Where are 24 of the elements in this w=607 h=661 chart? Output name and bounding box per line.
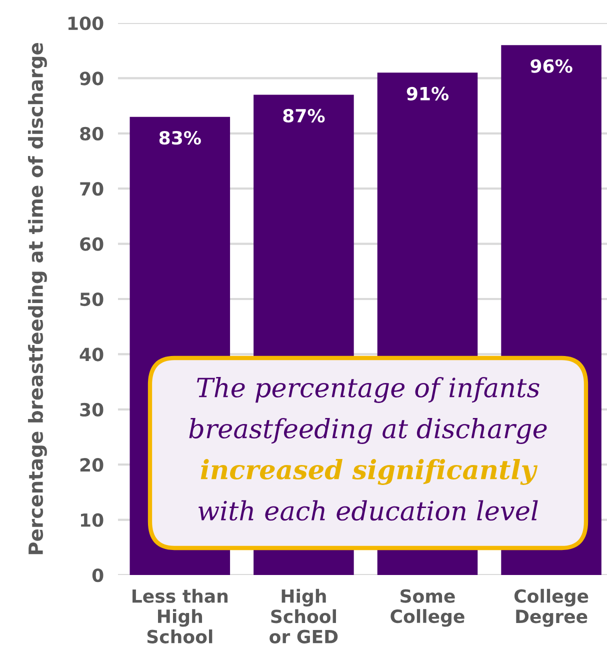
data-label: 91%	[406, 86, 449, 100]
data-label: 87%	[283, 108, 325, 123]
y-tick-label: 0	[92, 568, 104, 582]
annotation: increased significantly	[200, 459, 538, 485]
x-tick-label: Less than High School	[132, 588, 228, 644]
y-tick-label: 60	[80, 237, 104, 251]
y-tick-label: 80	[80, 126, 104, 141]
y-tick-label: 40	[80, 348, 104, 362]
y-tick-label: 70	[80, 182, 104, 196]
x-tick-label: College Degree	[514, 588, 588, 627]
y-tick-label: 20	[80, 458, 104, 472]
y-tick-label: 10	[81, 513, 104, 527]
y-axis-title: Percentage breastfeeding at time of discharge	[28, 43, 47, 554]
annotation: breastfeeding at discharge	[189, 418, 547, 444]
y-tick-label: 100	[68, 16, 104, 30]
y-tick-label: 50	[80, 292, 104, 306]
x-tick-label: Some College	[390, 589, 464, 627]
annotation: with each education level	[198, 500, 538, 521]
y-tick-label: 30	[80, 402, 104, 417]
data-label: 96%	[530, 59, 572, 73]
annotation: The percentage of infants	[197, 377, 540, 403]
data-label: 83%	[159, 130, 201, 145]
x-tick-label: High School or GED	[270, 588, 338, 644]
y-tick-label: 90	[80, 72, 104, 86]
